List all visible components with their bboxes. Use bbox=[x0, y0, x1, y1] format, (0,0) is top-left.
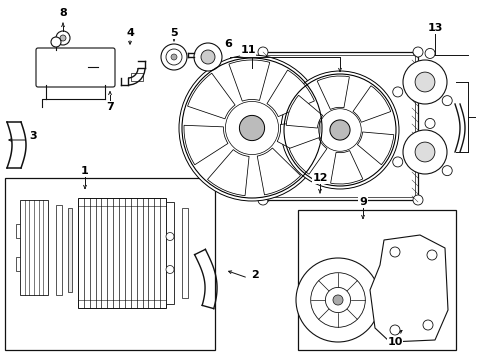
Circle shape bbox=[427, 250, 437, 260]
Circle shape bbox=[442, 166, 452, 176]
Text: 13: 13 bbox=[427, 23, 442, 33]
Text: 10: 10 bbox=[387, 337, 403, 347]
Bar bbox=[131, 73, 143, 81]
Circle shape bbox=[51, 37, 61, 47]
Bar bbox=[182, 208, 188, 298]
Circle shape bbox=[258, 47, 268, 57]
Bar bbox=[68, 208, 72, 292]
Circle shape bbox=[330, 120, 350, 140]
Bar bbox=[263, 52, 418, 200]
Circle shape bbox=[415, 142, 435, 162]
Circle shape bbox=[423, 320, 433, 330]
Bar bbox=[56, 205, 62, 295]
Circle shape bbox=[442, 96, 452, 105]
Text: 12: 12 bbox=[312, 173, 328, 183]
Wedge shape bbox=[289, 138, 327, 174]
Circle shape bbox=[311, 273, 366, 327]
Circle shape bbox=[194, 43, 222, 71]
Wedge shape bbox=[229, 60, 270, 101]
Text: 6: 6 bbox=[224, 39, 232, 49]
Wedge shape bbox=[184, 125, 228, 165]
Circle shape bbox=[166, 266, 174, 274]
Text: 5: 5 bbox=[170, 28, 178, 38]
Text: 11: 11 bbox=[240, 45, 256, 55]
Circle shape bbox=[296, 258, 380, 342]
Polygon shape bbox=[370, 235, 448, 342]
Circle shape bbox=[166, 49, 182, 65]
Circle shape bbox=[403, 60, 447, 104]
Circle shape bbox=[281, 71, 399, 189]
FancyBboxPatch shape bbox=[36, 48, 115, 87]
Circle shape bbox=[201, 50, 215, 64]
Circle shape bbox=[240, 116, 265, 141]
Text: 3: 3 bbox=[29, 131, 37, 141]
Circle shape bbox=[403, 130, 447, 174]
Bar bbox=[16, 257, 20, 271]
Bar bbox=[298, 210, 456, 350]
Wedge shape bbox=[331, 150, 363, 184]
Circle shape bbox=[171, 54, 177, 60]
Wedge shape bbox=[188, 73, 235, 119]
Circle shape bbox=[56, 31, 70, 45]
Circle shape bbox=[333, 295, 343, 305]
Circle shape bbox=[60, 35, 66, 41]
Bar bbox=[5, 178, 215, 350]
Circle shape bbox=[413, 195, 423, 205]
Bar bbox=[266, 55, 415, 197]
Circle shape bbox=[166, 233, 174, 240]
Wedge shape bbox=[277, 120, 320, 160]
Wedge shape bbox=[317, 76, 349, 109]
Circle shape bbox=[179, 55, 325, 201]
Circle shape bbox=[161, 44, 187, 70]
Bar bbox=[16, 224, 20, 238]
Wedge shape bbox=[267, 70, 315, 117]
Wedge shape bbox=[208, 150, 249, 195]
Wedge shape bbox=[353, 86, 391, 122]
Wedge shape bbox=[357, 132, 394, 165]
Bar bbox=[20, 200, 48, 295]
Circle shape bbox=[258, 195, 268, 205]
Text: 4: 4 bbox=[126, 28, 134, 38]
Circle shape bbox=[390, 247, 400, 257]
Text: 1: 1 bbox=[81, 166, 89, 176]
Circle shape bbox=[425, 118, 435, 129]
Text: 8: 8 bbox=[59, 8, 67, 18]
Bar bbox=[166, 202, 174, 304]
Text: 2: 2 bbox=[251, 270, 259, 280]
Wedge shape bbox=[286, 95, 322, 128]
Circle shape bbox=[393, 157, 403, 167]
Text: 9: 9 bbox=[359, 197, 367, 207]
Bar bbox=[78, 198, 166, 308]
Circle shape bbox=[425, 49, 435, 58]
Circle shape bbox=[325, 287, 351, 312]
Circle shape bbox=[413, 47, 423, 57]
Circle shape bbox=[390, 325, 400, 335]
Text: 7: 7 bbox=[106, 102, 114, 112]
Circle shape bbox=[415, 72, 435, 92]
Circle shape bbox=[393, 87, 403, 97]
Wedge shape bbox=[257, 148, 300, 195]
